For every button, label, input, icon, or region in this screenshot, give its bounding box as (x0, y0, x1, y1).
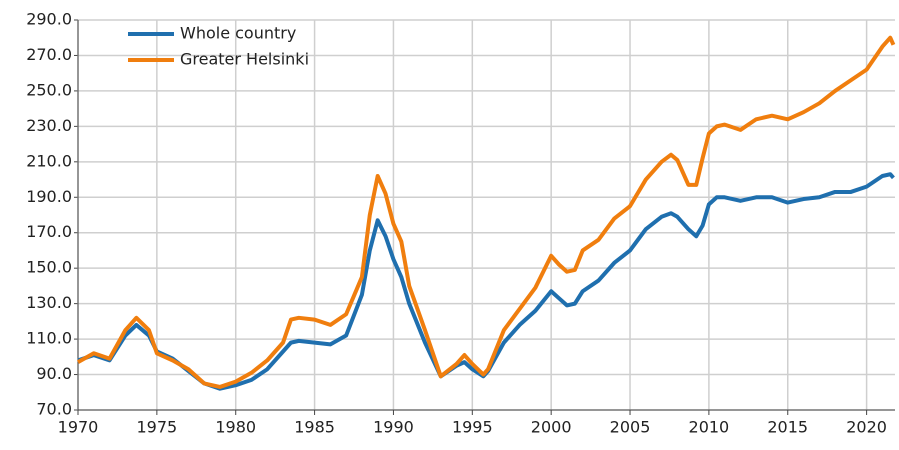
x-tick-label: 2015 (767, 418, 808, 437)
y-tick-label: 70.0 (36, 400, 72, 419)
series-line (77, 35, 896, 389)
legend-label: Greater Helsinki (180, 50, 309, 69)
legend-label: Whole country (180, 24, 296, 43)
x-tick-label: 1990 (373, 418, 414, 437)
y-tick-label: 190.0 (26, 187, 72, 206)
y-tick-label: 130.0 (26, 293, 72, 312)
y-tick-label: 150.0 (26, 258, 72, 277)
y-tick-label: 110.0 (26, 329, 72, 348)
y-tick-label: 270.0 (26, 45, 72, 64)
x-tick-label: 1980 (215, 418, 256, 437)
y-tick-label: 250.0 (26, 80, 72, 99)
x-tick-label: 1985 (294, 418, 335, 437)
x-tick-label: 2000 (531, 418, 572, 437)
y-tick-label: 90.0 (36, 364, 72, 383)
y-tick-label: 290.0 (26, 10, 72, 29)
x-tick-label: 2005 (610, 418, 651, 437)
x-tick-label: 1970 (58, 418, 99, 437)
y-tick-label: 170.0 (26, 222, 72, 241)
y-tick-label: 230.0 (26, 116, 72, 135)
x-tick-label: 2020 (846, 418, 887, 437)
series-line (77, 172, 895, 391)
x-tick-label: 1995 (452, 418, 493, 437)
y-tick-label: 210.0 (26, 151, 72, 170)
x-tick-label: 1975 (137, 418, 178, 437)
x-tick-label: 2010 (689, 418, 730, 437)
